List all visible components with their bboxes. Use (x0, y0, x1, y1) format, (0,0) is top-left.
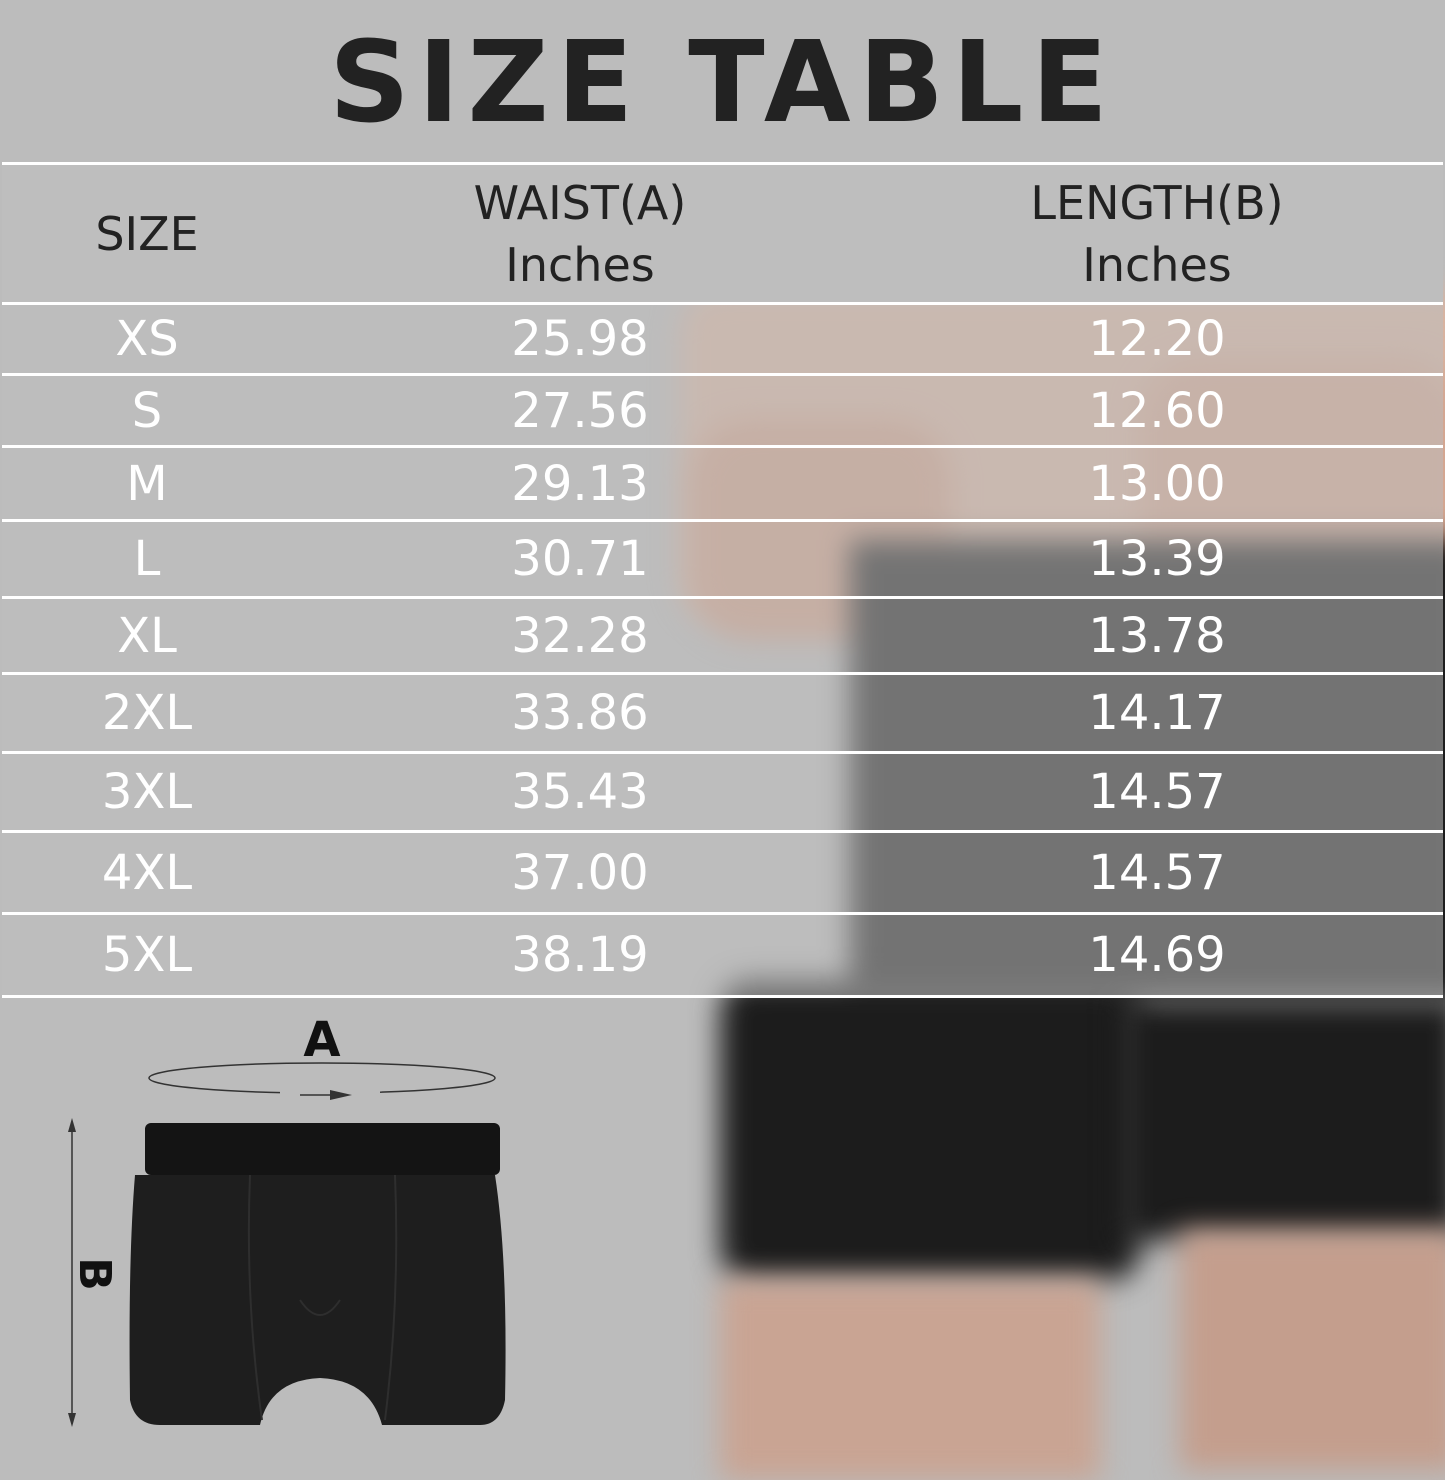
cell-length: 13.78 (1088, 607, 1226, 664)
cell-size: 5XL (101, 927, 193, 983)
boxer-body (129, 1175, 506, 1425)
cell-size: XL (117, 607, 177, 664)
table-row: S 27.56 12.60 (2, 373, 1443, 445)
table-row: 4XL 37.00 14.57 (2, 830, 1443, 912)
cell-length: 12.20 (1088, 311, 1226, 367)
cell-waist: 32.28 (511, 607, 649, 664)
table-bottom-border (2, 995, 1443, 998)
table-row: XL 32.28 13.78 (2, 596, 1443, 672)
cell-size: M (126, 455, 168, 512)
cell-length: 12.60 (1088, 382, 1226, 439)
cell-size: L (133, 531, 161, 587)
cell-size: 4XL (101, 844, 193, 901)
cell-waist: 38.19 (511, 927, 649, 983)
cell-length: 14.69 (1088, 927, 1226, 983)
cell-length: 13.00 (1088, 455, 1226, 512)
cell-length: 14.57 (1088, 764, 1226, 820)
arrow-up-icon (68, 1118, 76, 1132)
header-unit: Inches (1082, 237, 1232, 292)
cell-waist: 37.00 (511, 844, 649, 901)
page-title: SIZE TABLE (329, 18, 1116, 148)
table-row: 5XL 38.19 14.69 (2, 912, 1443, 995)
cell-size: S (131, 382, 163, 439)
cell-waist: 25.98 (511, 311, 649, 367)
cell-size: XS (115, 311, 179, 367)
table-row: 2XL 33.86 14.17 (2, 672, 1443, 751)
table-row: L 30.71 13.39 (2, 519, 1443, 596)
cell-length: 14.57 (1088, 844, 1226, 901)
header-waist: WAIST(A) Inches (432, 165, 728, 302)
table-row: M 29.13 13.00 (2, 445, 1443, 519)
cell-waist: 27.56 (511, 382, 649, 439)
cell-size: 3XL (101, 764, 193, 820)
header-label: LENGTH(B) (1030, 175, 1284, 230)
header-length: LENGTH(B) Inches (1012, 165, 1302, 302)
header-label: SIZE (95, 206, 199, 261)
cell-waist: 33.86 (511, 685, 649, 741)
table-header-row: SIZE WAIST(A) Inches LENGTH(B) Inches (2, 162, 1443, 302)
header-size: SIZE (2, 165, 292, 302)
cell-waist: 30.71 (511, 531, 649, 587)
table-row: 3XL 35.43 14.57 (2, 751, 1443, 830)
label-a: A (303, 1012, 340, 1068)
cell-length: 14.17 (1088, 685, 1226, 741)
boxer-diagram: A B (68, 1012, 506, 1427)
arrow-right-icon (330, 1090, 352, 1100)
label-b: B (69, 1257, 120, 1291)
cell-length: 13.39 (1088, 531, 1226, 587)
arrow-down-icon (68, 1413, 76, 1427)
table-row: XS 25.98 12.20 (2, 302, 1443, 373)
boxer-waistband (145, 1123, 500, 1175)
header-label: WAIST(A) (473, 175, 687, 230)
cell-waist: 29.13 (511, 455, 649, 512)
cell-size: 2XL (101, 685, 193, 741)
cell-waist: 35.43 (511, 764, 649, 820)
header-unit: Inches (505, 237, 655, 292)
